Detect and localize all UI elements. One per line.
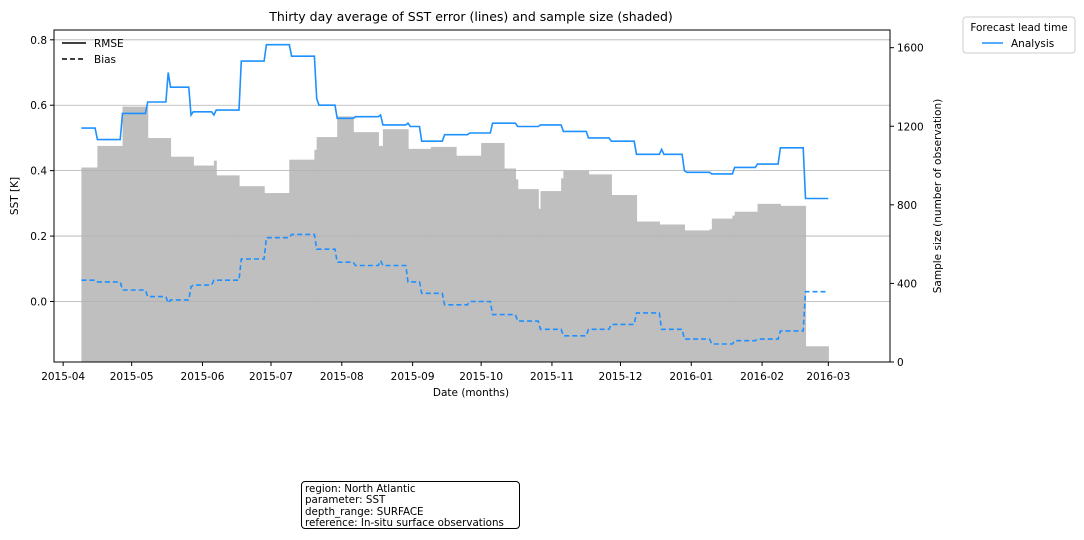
x-tick-label: 2016-03 [806, 371, 850, 383]
sample-size-bar [81, 167, 98, 362]
sample-size-bar [734, 211, 759, 362]
x-tick-label: 2015-05 [110, 371, 154, 383]
info-parameter: parameter: SST [305, 494, 386, 507]
sample-size-bar [122, 106, 149, 362]
sample-size-bar [193, 165, 215, 362]
sample-size-bar [757, 203, 781, 362]
sample-size-bar [147, 138, 172, 362]
sample-size-bar [289, 159, 315, 362]
x-tick-label: 2015-10 [459, 371, 503, 383]
series-legend: Forecast lead time Analysis [962, 16, 1076, 54]
sample-size-bar [382, 129, 409, 362]
y-tick-label: 0.0 [30, 296, 47, 308]
info-reference: reference: In-situ surface observations [305, 517, 504, 530]
series-lines [81, 43, 829, 345]
sample-size-bar [780, 205, 807, 362]
sample-size-bar [561, 178, 564, 362]
x-tick-label: 2015-11 [530, 371, 574, 383]
chart-title: Thirty day average of SST error (lines) … [268, 9, 673, 24]
x-axis-label: Date (months) [433, 387, 509, 399]
sample-size-bar [535, 189, 539, 362]
sample-size-bar [378, 145, 384, 362]
y-axis-label: SST [K] [9, 177, 21, 215]
sample-size-bar [732, 215, 736, 362]
gridlines [54, 39, 890, 302]
y2-tick-label: 0 [897, 357, 904, 369]
rmse-line [81, 43, 829, 200]
sample-size-bar [636, 221, 660, 362]
x-tick-label: 2015-09 [391, 371, 435, 383]
sample-size-bar [503, 168, 516, 362]
sample-size-bar [517, 189, 537, 362]
y2-tick-label: 1600 [897, 43, 924, 55]
sample-size-bar [805, 346, 829, 362]
x-tick-label: 2016-02 [740, 371, 784, 383]
metadata-box: region: North Atlantic parameter: SST de… [301, 481, 520, 529]
sample-size-bar [538, 208, 542, 362]
y2-axis-ticks: 0 400 800 1200 1600 [890, 43, 924, 369]
bias-line [81, 233, 829, 345]
plot-area [53, 29, 891, 363]
y2-axis-label: Sample size (number of observation) [932, 99, 944, 293]
sample-size-bar [540, 191, 562, 362]
y-tick-label: 0.4 [30, 166, 47, 178]
plot-frame [53, 29, 891, 363]
sample-size-bar [709, 229, 713, 362]
info-depth-range: depth_range: SURFACE [305, 505, 424, 518]
sample-size-bar [314, 149, 318, 362]
x-tick-label: 2015-07 [249, 371, 293, 383]
sample-size-bar [264, 193, 290, 362]
style-legend: RMSE Bias [62, 38, 124, 66]
sample-size-bar [430, 146, 457, 362]
y-tick-label: 0.8 [30, 35, 47, 47]
sample-size-bar [213, 160, 217, 362]
sample-size-bar [408, 148, 432, 362]
sample-size-bar [353, 132, 379, 362]
sample-size-bar [611, 195, 638, 362]
sample-size-bar [711, 218, 733, 362]
sample-size-bar [563, 170, 590, 362]
sample-size-bar [481, 142, 505, 362]
sample-size-bar [515, 179, 519, 362]
sample-size-bar [97, 145, 124, 362]
sample-size-bar [659, 224, 686, 362]
sample-size-bar [239, 186, 265, 362]
sample-size-bar [456, 155, 482, 362]
x-tick-label: 2016-01 [669, 371, 713, 383]
y-axis-ticks: 0.0 0.2 0.4 0.6 0.8 [30, 35, 54, 308]
series-legend-title: Forecast lead time [970, 22, 1067, 34]
series-legend-frame [962, 16, 1076, 54]
sample-size-bar [684, 230, 711, 362]
x-tick-label: 2015-08 [320, 371, 364, 383]
x-tick-label: 2015-06 [181, 371, 225, 383]
legend-bias-label: Bias [94, 54, 116, 66]
sample-size-shading [81, 106, 829, 362]
y2-tick-label: 400 [897, 278, 917, 290]
legend-rmse-label: RMSE [94, 38, 124, 50]
sample-size-bar [337, 116, 354, 362]
y2-tick-label: 1200 [897, 121, 924, 133]
sample-size-bar [588, 174, 612, 362]
x-tick-label: 2015-04 [41, 371, 85, 383]
info-region: region: North Atlantic [305, 483, 416, 495]
sample-size-bar [216, 175, 240, 362]
x-axis-ticks: 2015-04 2015-05 2015-06 2015-07 2015-08 2015-… [41, 362, 850, 383]
legend-analysis-label: Analysis [1011, 38, 1054, 50]
x-tick-label: 2015-12 [599, 371, 643, 383]
y-tick-label: 0.2 [30, 231, 47, 243]
sample-size-bar [170, 156, 194, 362]
y-tick-label: 0.6 [30, 100, 47, 112]
y2-tick-label: 800 [897, 200, 917, 212]
